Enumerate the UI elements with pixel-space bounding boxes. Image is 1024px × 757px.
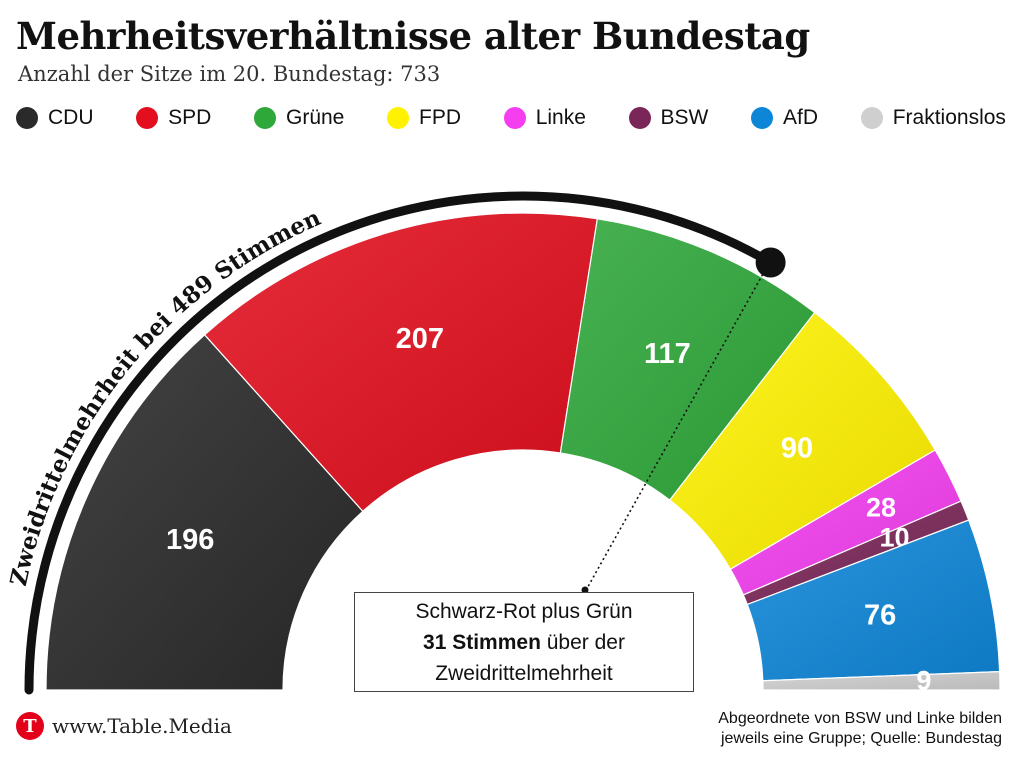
source-line1: Abgeordnete von BSW und Linke bilden bbox=[718, 710, 1002, 727]
legend-dot-icon bbox=[387, 107, 410, 129]
legend-dot-icon bbox=[503, 107, 526, 129]
legend-dot-icon bbox=[254, 107, 276, 129]
legend-item-cdu: CDU bbox=[16, 106, 94, 130]
segment-label-fraktionslos: 9 bbox=[916, 665, 931, 695]
brand[interactable]: T www.Table.Media bbox=[16, 712, 232, 740]
callout-leader-line bbox=[584, 274, 764, 593]
legend-dot-icon bbox=[16, 107, 38, 129]
legend-dot-icon bbox=[628, 107, 651, 129]
legend-dot-icon bbox=[860, 107, 883, 129]
legend-label: CDU bbox=[48, 106, 94, 129]
majority-threshold-arc bbox=[24, 191, 776, 695]
brand-text[interactable]: www.Table.Media bbox=[52, 714, 232, 738]
segment-label-afd: 76 bbox=[864, 600, 896, 632]
legend: CDU SPD Grüne FPD Linke BSW AfD Fraktionslos bbox=[16, 106, 1006, 130]
chart-title: Mehrheitsverhältnisse alter Bundestag bbox=[16, 14, 810, 58]
legend-label: SPD bbox=[168, 106, 212, 129]
segment-fraktionslos bbox=[762, 670, 1001, 691]
callout-line1: Schwarz-Rot plus Grün bbox=[415, 600, 633, 623]
legend-item-afd: AfD bbox=[751, 106, 818, 130]
threshold-end-marker bbox=[755, 247, 786, 278]
callout-line2-rest: über der bbox=[540, 631, 625, 654]
legend-dot-icon bbox=[136, 107, 159, 129]
legend-label: Fraktionslos bbox=[892, 106, 1006, 129]
legend-item-fraktionslos: Fraktionslos bbox=[860, 106, 1006, 130]
legend-item-bsw: BSW bbox=[628, 106, 709, 130]
segment-spd bbox=[203, 212, 599, 513]
callout-line2: 31 Stimmen über der bbox=[355, 627, 693, 658]
legend-label: Grüne bbox=[286, 106, 345, 129]
legend-item-grüne: Grüne bbox=[254, 106, 344, 130]
legend-dot-icon bbox=[751, 107, 774, 129]
source-note: Abgeordnete von BSW und Linke bilden jew… bbox=[582, 709, 1002, 749]
callout-leader-dot bbox=[581, 586, 589, 594]
callout-bold: 31 Stimmen bbox=[423, 631, 541, 654]
legend-label: BSW bbox=[660, 106, 709, 129]
legend-item-spd: SPD bbox=[136, 106, 211, 130]
legend-item-linke: Linke bbox=[503, 106, 586, 130]
segment-label-cdu: 196 bbox=[166, 524, 214, 556]
source-line2: jeweils eine Gruppe; Quelle: Bundestag bbox=[720, 730, 1002, 747]
majority-callout: Schwarz-Rot plus Grün 31 Stimmen über de… bbox=[354, 592, 694, 692]
legend-label: AfD bbox=[783, 106, 819, 129]
segment-label-spd: 207 bbox=[396, 323, 444, 355]
legend-item-fpd: FPD bbox=[387, 106, 461, 130]
legend-label: FPD bbox=[419, 106, 462, 129]
table-media-logo-icon: T bbox=[16, 712, 44, 740]
callout-line3: Zweidrittelmehrheit bbox=[435, 662, 613, 685]
segment-label-grüne: 117 bbox=[644, 338, 691, 370]
chart-subtitle: Anzahl der Sitze im 20. Bundestag: 733 bbox=[18, 62, 441, 86]
segment-label-linke: 28 bbox=[866, 493, 896, 523]
legend-label: Linke bbox=[535, 106, 586, 129]
segment-label-fpd: 90 bbox=[781, 432, 813, 464]
